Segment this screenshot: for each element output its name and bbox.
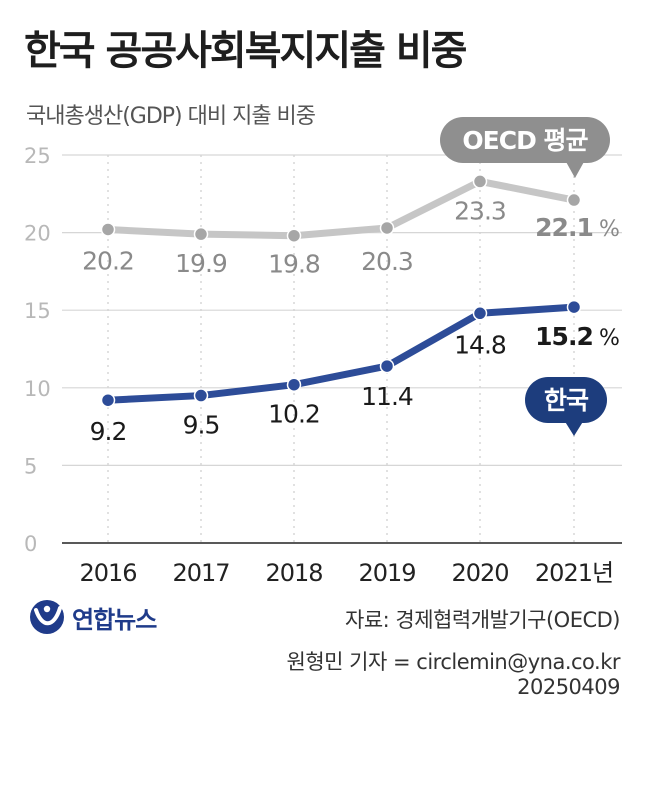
legend-korea-bg <box>525 377 607 423</box>
oecd-data-label: 19.9 <box>175 249 227 278</box>
data-point <box>472 306 488 321</box>
y-tick-label: 15 <box>24 299 51 323</box>
y-tick-label: 5 <box>24 454 37 478</box>
data-point <box>286 377 302 392</box>
y-tick-label: 0 <box>24 532 37 556</box>
series-line <box>104 177 578 240</box>
data-point <box>472 174 488 189</box>
data-point <box>379 358 395 374</box>
yonhap-logo: 연합뉴스 <box>28 598 157 636</box>
y-tick-label: 25 <box>24 144 51 168</box>
legend-korea: 한국 <box>525 377 607 436</box>
korea-unit-label: % <box>599 326 620 351</box>
korea-data-label: 11.4 <box>361 382 413 411</box>
x-tick-label: 2020 <box>451 559 508 587</box>
data-point <box>566 192 582 208</box>
korea-data-label: 9.2 <box>90 417 127 446</box>
oecd-data-label: 20.2 <box>82 246 134 275</box>
oecd-data-label: 20.3 <box>361 247 413 276</box>
label-layer: 2016 2017 2018 2019 2020 2021년 20.2 19.9 19.8 20.… <box>79 117 620 587</box>
data-point <box>566 299 582 315</box>
korea-data-label: 9.5 <box>183 411 220 440</box>
oecd-unit-label: % <box>599 217 620 242</box>
chart-title: 한국 공공사회복지지출 비중 <box>24 28 467 74</box>
oecd-data-label: 19.8 <box>268 250 320 279</box>
y-tick-label: 10 <box>24 377 51 401</box>
y-tick-label: 20 <box>24 222 51 246</box>
data-point <box>100 222 116 237</box>
x-tick-label: 2017 <box>172 559 229 587</box>
series-line <box>104 303 578 404</box>
yonhap-logo-text: 연합뉴스 <box>72 605 157 634</box>
korea-data-label: 10.2 <box>268 400 320 429</box>
data-point <box>379 220 395 236</box>
legend-oecd-text: OECD 평균 <box>462 126 588 155</box>
x-tick-label: 2016 <box>79 559 136 587</box>
korea-data-label: 14.8 <box>454 330 506 359</box>
korea-data-label: 15.2 <box>535 322 593 351</box>
oecd-data-label: 22.1 <box>535 213 593 242</box>
line-chart: 0 5 10 15 20 25 2016 2017 2018 2019 2020 2021년 20.2… <box>24 117 622 587</box>
date-note: 20250409 <box>517 675 620 699</box>
x-tick-label: 2019 <box>358 559 415 587</box>
x-tick-label: 2018 <box>265 559 322 587</box>
data-point <box>286 228 302 243</box>
yonhap-logo-icon <box>30 600 64 634</box>
data-point <box>100 392 116 408</box>
data-point <box>193 226 209 242</box>
legend-oecd-pointer <box>565 160 585 178</box>
chart-subtitle: 국내총생산(GDP) 대비 지출 비중 <box>26 104 316 129</box>
legend-oecd-bg <box>440 117 610 163</box>
legend-korea-pointer <box>564 420 584 436</box>
legend-korea-text: 한국 <box>544 386 589 415</box>
legend-oecd: OECD 평균 <box>440 117 610 178</box>
line-layer <box>100 174 582 408</box>
data-point <box>193 388 209 403</box>
oecd-data-label: 23.3 <box>454 196 506 225</box>
x-tick-label: 2021년 <box>535 559 613 587</box>
grid-layer: 0 5 10 15 20 25 <box>24 144 622 556</box>
source-note: 자료: 경제협력개발기구(OECD) <box>345 608 620 632</box>
credit-note: 원형민 기자 = circlemin@yna.co.kr <box>286 650 621 674</box>
